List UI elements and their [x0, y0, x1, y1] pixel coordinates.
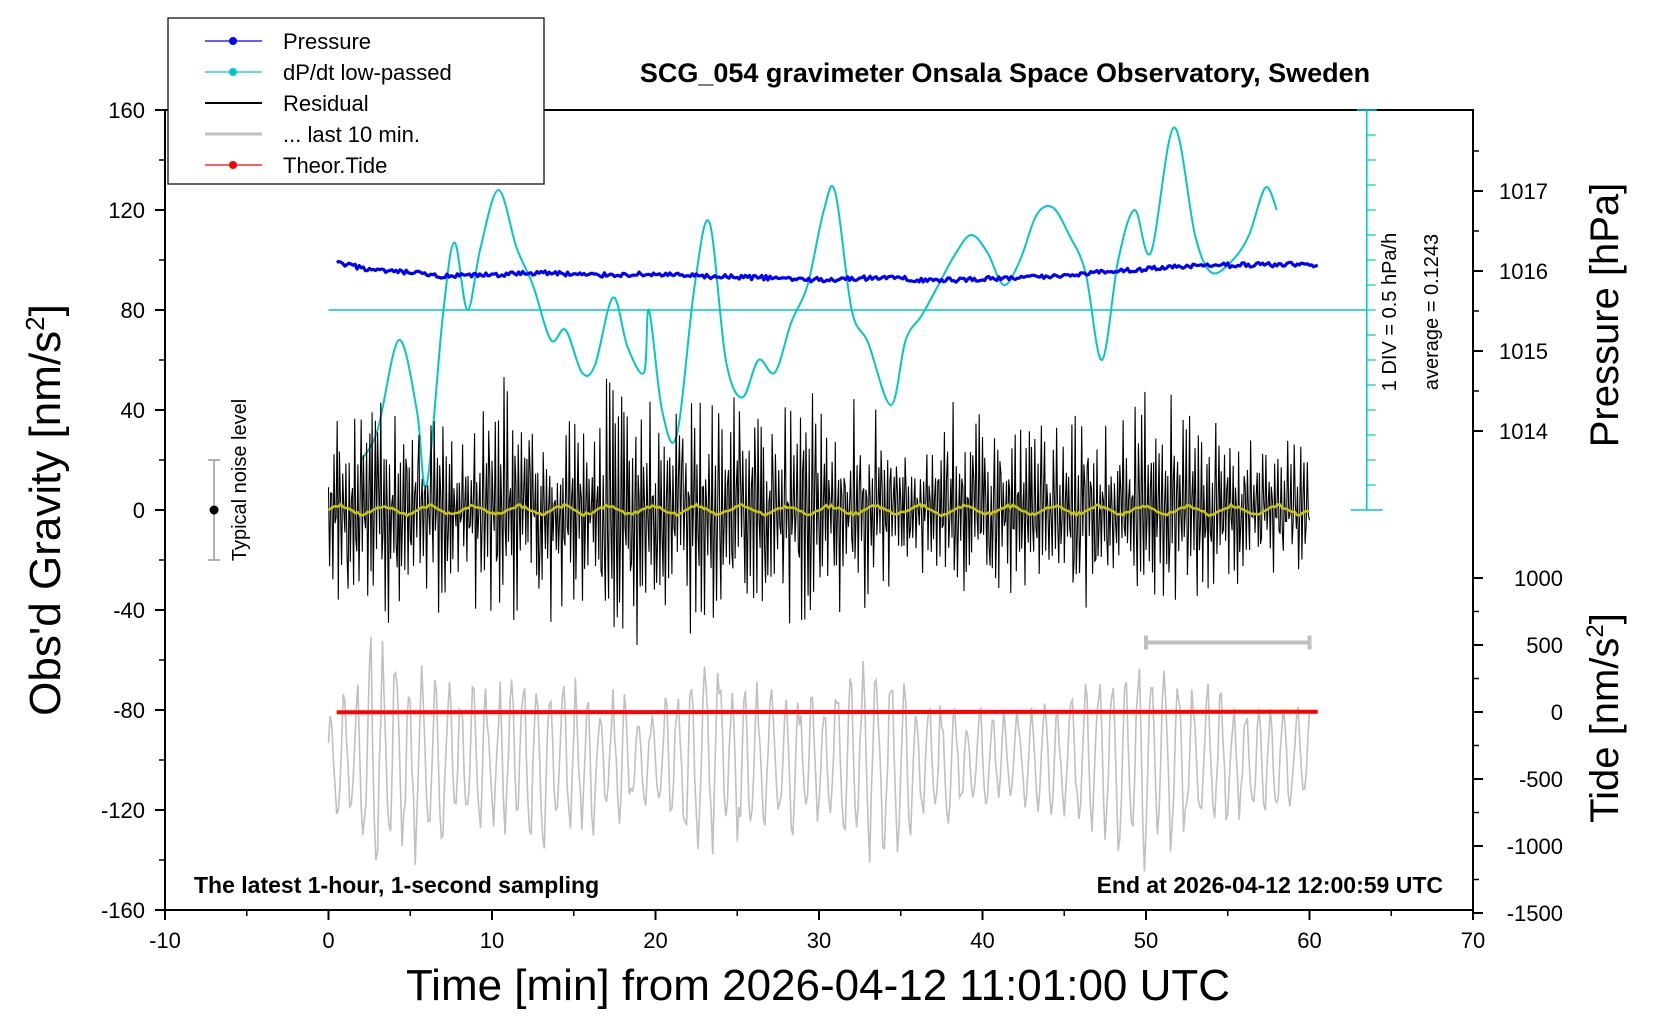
- y-axis-pressure: 1017 1016 1015 1014: [1473, 150, 1548, 444]
- y-axis-left-title-tail: ]: [21, 304, 70, 316]
- x-tick-label: 50: [1134, 928, 1158, 953]
- y-axis-left-title-sup: 2: [20, 316, 50, 330]
- legend-swatch-dot: [229, 68, 237, 76]
- chart-title: SCG_054 gravimeter Onsala Space Observat…: [640, 58, 1370, 88]
- x-axis: -10 0 10 20 30 40 50 60 70: [149, 910, 1485, 953]
- y-axis-tide-title-tail: ]: [1583, 613, 1627, 624]
- minor-ticks: [159, 159, 1392, 916]
- dpdt-line: [360, 126, 1278, 489]
- legend-label: ... last 10 min.: [283, 122, 420, 147]
- x-tick-label: 10: [480, 928, 504, 953]
- y-axis-tide-title-sup: 2: [1582, 624, 1609, 637]
- y-left-tick-label: 40: [121, 398, 145, 423]
- y-tide-tick-label: -500: [1519, 767, 1563, 792]
- series-dpdt: [360, 126, 1278, 489]
- x-axis-title: Time [min] from 2026-04-12 11:01:00 UTC: [406, 961, 1230, 1010]
- y-axis-left: 160 120 80 40 0 -40 -80 -120 -160: [101, 98, 165, 923]
- legend-box: [167, 17, 545, 185]
- y-left-tick-label: -120: [101, 798, 145, 823]
- last-10-min-bar: [1144, 635, 1312, 650]
- noise-level-label: Typical noise level: [229, 399, 251, 561]
- legend-label: Theor.Tide: [283, 153, 387, 178]
- y-axis-tide-title: Tide [nm/s2]: [1582, 613, 1627, 823]
- y-left-tick-label: 160: [108, 98, 145, 123]
- tide-line: [336, 709, 1318, 715]
- y-pressure-tick-label: 1017: [1499, 179, 1548, 204]
- x-tick-label: 20: [643, 928, 667, 953]
- y-axis-left-title-main: Obs'd Gravity [nm/s: [21, 331, 70, 716]
- y-left-tick-label: -40: [113, 598, 145, 623]
- legend-label: Residual: [283, 91, 369, 116]
- legend: Pressure dP/dt low-passed Residual ... last…: [167, 17, 545, 185]
- y-tide-tick-label: 500: [1526, 633, 1563, 658]
- legend-swatch-dot: [229, 37, 237, 45]
- y-axis-tide-title-main: Tide [nm/s: [1583, 638, 1627, 823]
- legend-label: Pressure: [283, 29, 371, 54]
- y-axis-pressure-title: Pressure [hPa]: [1583, 183, 1627, 448]
- series-last-10-min: [327, 636, 1311, 872]
- residual-line: [327, 376, 1311, 646]
- x-tick-label: 30: [807, 928, 831, 953]
- x-tick-label: -10: [149, 928, 181, 953]
- y-pressure-tick-label: 1016: [1499, 259, 1548, 284]
- y-left-tick-label: -80: [113, 698, 145, 723]
- dpdt-scale-bar: [1350, 109, 1383, 511]
- x-tick-label: 70: [1461, 928, 1485, 953]
- y-tide-tick-label: 1000: [1514, 566, 1563, 591]
- x-tick-label: 40: [970, 928, 994, 953]
- y-left-tick-label: 0: [133, 498, 145, 523]
- y-axis-left-title: Obs'd Gravity [nm/s2]: [20, 304, 70, 716]
- legend-swatch-dot: [229, 161, 237, 169]
- noise-level-marker: [208, 459, 221, 561]
- last-10-min-line: [327, 636, 1311, 872]
- pressure-line: [336, 259, 1319, 284]
- y-tide-tick-label: -1500: [1507, 901, 1563, 926]
- series-pressure: [336, 259, 1319, 284]
- y-tide-tick-label: -1000: [1507, 834, 1563, 859]
- series-residual-lowpass: [327, 502, 1310, 518]
- y-pressure-tick-label: 1014: [1499, 419, 1548, 444]
- dpdt-div-label: 1 DIV = 0.5 hPa/h: [1379, 233, 1401, 391]
- residual-lowpass-line: [327, 502, 1310, 518]
- y-tide-tick-label: 0: [1551, 700, 1563, 725]
- dpdt-average-label: average = 0.1243: [1421, 234, 1443, 390]
- y-left-tick-label: 120: [108, 198, 145, 223]
- series-residual: [327, 376, 1311, 646]
- x-tick-label: 60: [1297, 928, 1321, 953]
- y-left-tick-label: -160: [101, 898, 145, 923]
- y-axis-tide: 1000 500 0 -500 -1000 -1500: [1473, 566, 1563, 926]
- x-tick-label: 0: [322, 928, 334, 953]
- bottom-right-note: End at 2026-04-12 12:00:59 UTC: [1097, 872, 1443, 898]
- y-left-tick-label: 80: [121, 298, 145, 323]
- y-pressure-tick-label: 1015: [1499, 339, 1548, 364]
- bottom-left-note: The latest 1-hour, 1-second sampling: [194, 872, 599, 898]
- noise-center-dot: [209, 505, 219, 515]
- series-theoretical-tide: [336, 709, 1318, 715]
- legend-label: dP/dt low-passed: [283, 60, 452, 85]
